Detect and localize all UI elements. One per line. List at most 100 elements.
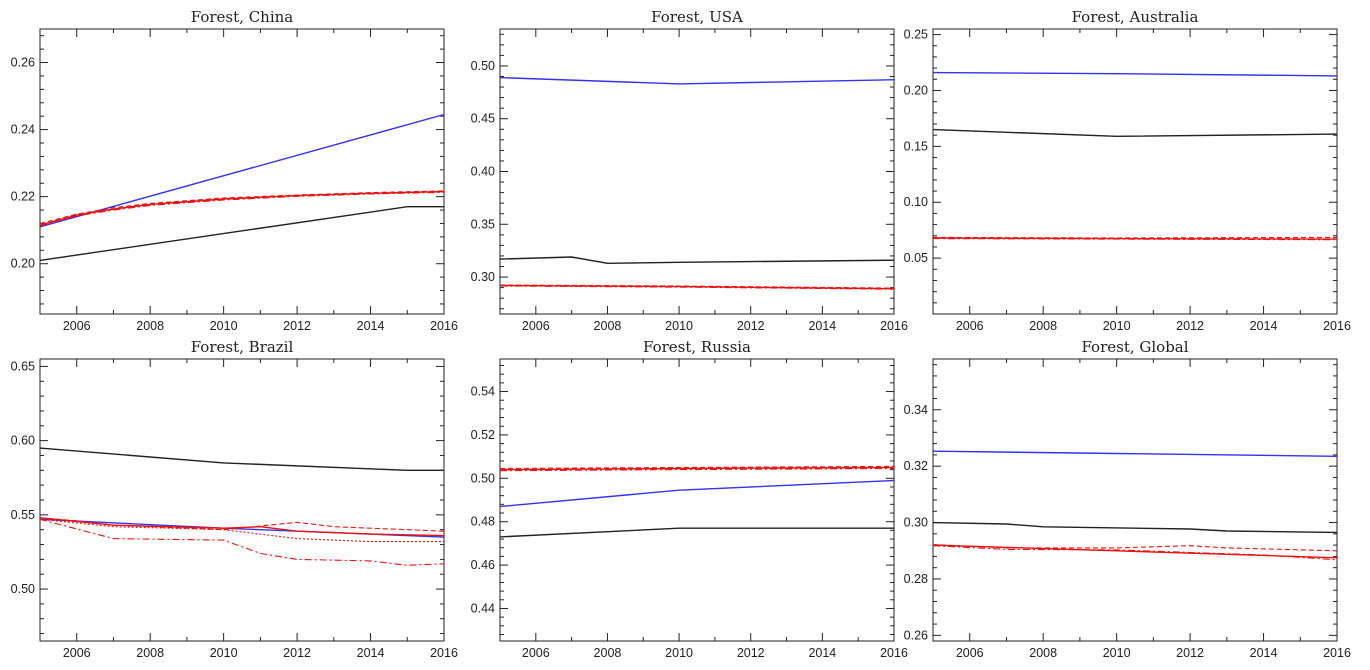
series-line-blue-solid [932,71,1338,77]
plot-frame [932,28,1338,315]
y-tick-label: 0.32 [904,459,928,473]
x-tick-label: 2006 [956,646,984,660]
x-tick-label: 2008 [594,319,622,333]
series-line-red-dotted [39,518,444,543]
series-line-red-solid [39,190,445,226]
plot-frame [499,358,895,642]
chart-panel-2: Forest, USA 2006 2008 2010 2012 2014 2016 0.30 0… [471,8,908,333]
series-line-red-dashed [932,544,1338,552]
x-tick-label: 2010 [210,319,238,333]
x-tick-label: 2010 [1103,646,1131,660]
chart-panel-1: Forest, China 2006 2008 2010 2012 2014 2016 0.2… [11,8,458,333]
x-tick-label: 2012 [737,319,765,333]
chart-panel-4: Forest, Brazil 2006 2008 2010 2012 2014 2016 0.… [11,338,458,660]
x-tick-label: 2006 [63,319,91,333]
series-line-red-dashed [499,284,895,289]
chart-title: Forest, USA [651,8,743,26]
x-tick-label: 2006 [956,319,984,333]
chart-title: Forest, Russia [643,338,751,356]
series-line-blue-solid [499,479,895,508]
series-line-black-solid [39,447,444,471]
series-line-red-dashdot [39,518,445,566]
x-tick-label: 2012 [283,646,311,660]
y-tick-label: 0.15 [904,139,928,153]
y-tick-label: 0.65 [11,359,35,373]
y-tick-label: 0.24 [11,123,35,137]
y-tick-label: 0.26 [904,628,928,642]
series-line-black-solid [932,128,1338,138]
x-tick-label: 2008 [1029,319,1057,333]
x-tick-label: 2012 [737,646,765,660]
chart-panel-6: Forest, Global 2006 2008 2010 2012 2014 2016 0.… [904,338,1351,660]
y-tick-label: 0.50 [471,471,495,485]
series-line-red-solid [499,466,895,471]
plot-frame [39,28,445,315]
x-tick-label: 2006 [63,646,91,660]
x-tick-label: 2014 [808,319,836,333]
x-tick-label: 2008 [136,646,164,660]
x-tick-label: 2012 [283,319,311,333]
y-tick-label: 0.30 [471,270,495,284]
y-tick-label: 0.60 [11,434,35,448]
y-tick-label: 0.26 [11,56,35,70]
chart-title: Forest, Australia [1072,8,1199,26]
x-tick-label: 2014 [808,646,836,660]
series-line-red-dashed [39,190,445,225]
x-tick-label: 2012 [1176,646,1204,660]
series-line-red-dashed [932,236,1338,239]
series-line-black-solid [499,527,894,538]
chart-panel-3: Forest, Australia 2006 2008 2010 2012 2014 201… [904,8,1351,333]
chart-title: Forest, Global [1081,338,1188,356]
chart-title: Forest, Brazil [191,338,294,356]
plot-frame [932,358,1338,642]
series-line-blue-solid [499,76,895,85]
plot-frame [39,358,445,642]
y-tick-label: 0.46 [471,558,495,572]
x-tick-label: 2008 [136,319,164,333]
y-tick-label: 0.54 [471,385,495,399]
y-tick-label: 0.28 [904,572,928,586]
x-tick-label: 2016 [880,646,908,660]
y-tick-label: 0.20 [11,257,35,271]
x-tick-label: 2014 [1250,646,1278,660]
chart-title: Forest, China [191,8,294,26]
y-tick-label: 0.25 [904,28,928,42]
x-tick-label: 2014 [357,319,385,333]
y-tick-label: 0.05 [904,251,928,265]
x-tick-label: 2014 [1250,319,1278,333]
series-line-blue-solid [932,450,1338,457]
series-line-black-solid [499,256,895,265]
series-line-red-solid [39,517,445,537]
series-line-black-solid [39,205,444,262]
x-tick-label: 2010 [665,319,693,333]
series-line-red-dashdot [39,191,445,227]
y-tick-label: 0.34 [904,403,928,417]
y-tick-label: 0.50 [471,59,495,73]
x-tick-label: 2006 [522,646,550,660]
series-line-black-solid [932,521,1338,534]
x-tick-label: 2016 [880,319,908,333]
x-tick-label: 2014 [357,646,385,660]
y-tick-label: 0.35 [471,217,495,231]
series-line-red-dashdot [932,238,1338,241]
x-tick-label: 2012 [1176,319,1204,333]
y-tick-label: 0.22 [11,190,35,204]
plot-frame [499,28,895,315]
x-tick-label: 2016 [1323,319,1351,333]
y-tick-label: 0.50 [11,582,35,596]
x-tick-label: 2008 [1029,646,1057,660]
y-tick-label: 0.20 [904,83,928,97]
x-tick-label: 2016 [1323,646,1351,660]
x-tick-label: 2010 [665,646,693,660]
chart-panel-5: Forest, Russia 2006 2008 2010 2012 2014 2016 0.… [471,338,908,660]
x-tick-label: 2010 [1103,319,1131,333]
y-tick-label: 0.48 [471,515,495,529]
x-tick-label: 2010 [210,646,238,660]
series-line-red-dashed [499,465,895,470]
x-tick-label: 2006 [522,319,550,333]
y-tick-label: 0.10 [904,195,928,209]
y-tick-label: 0.30 [904,516,928,530]
x-tick-label: 2008 [594,646,622,660]
x-tick-label: 2016 [430,319,458,333]
x-tick-label: 2016 [430,646,458,660]
